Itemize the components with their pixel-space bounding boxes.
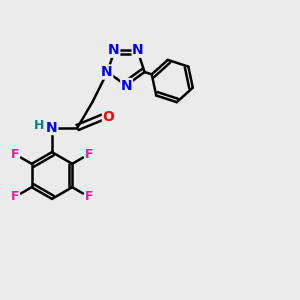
Text: N: N (132, 43, 144, 57)
Text: N: N (108, 43, 120, 57)
Text: N: N (121, 79, 132, 92)
Text: H: H (34, 118, 44, 132)
Text: F: F (11, 190, 19, 203)
Text: O: O (102, 110, 114, 124)
Text: N: N (46, 121, 58, 134)
Text: F: F (85, 190, 93, 203)
Text: F: F (85, 148, 93, 161)
Text: N: N (101, 65, 113, 79)
Text: F: F (11, 148, 19, 161)
